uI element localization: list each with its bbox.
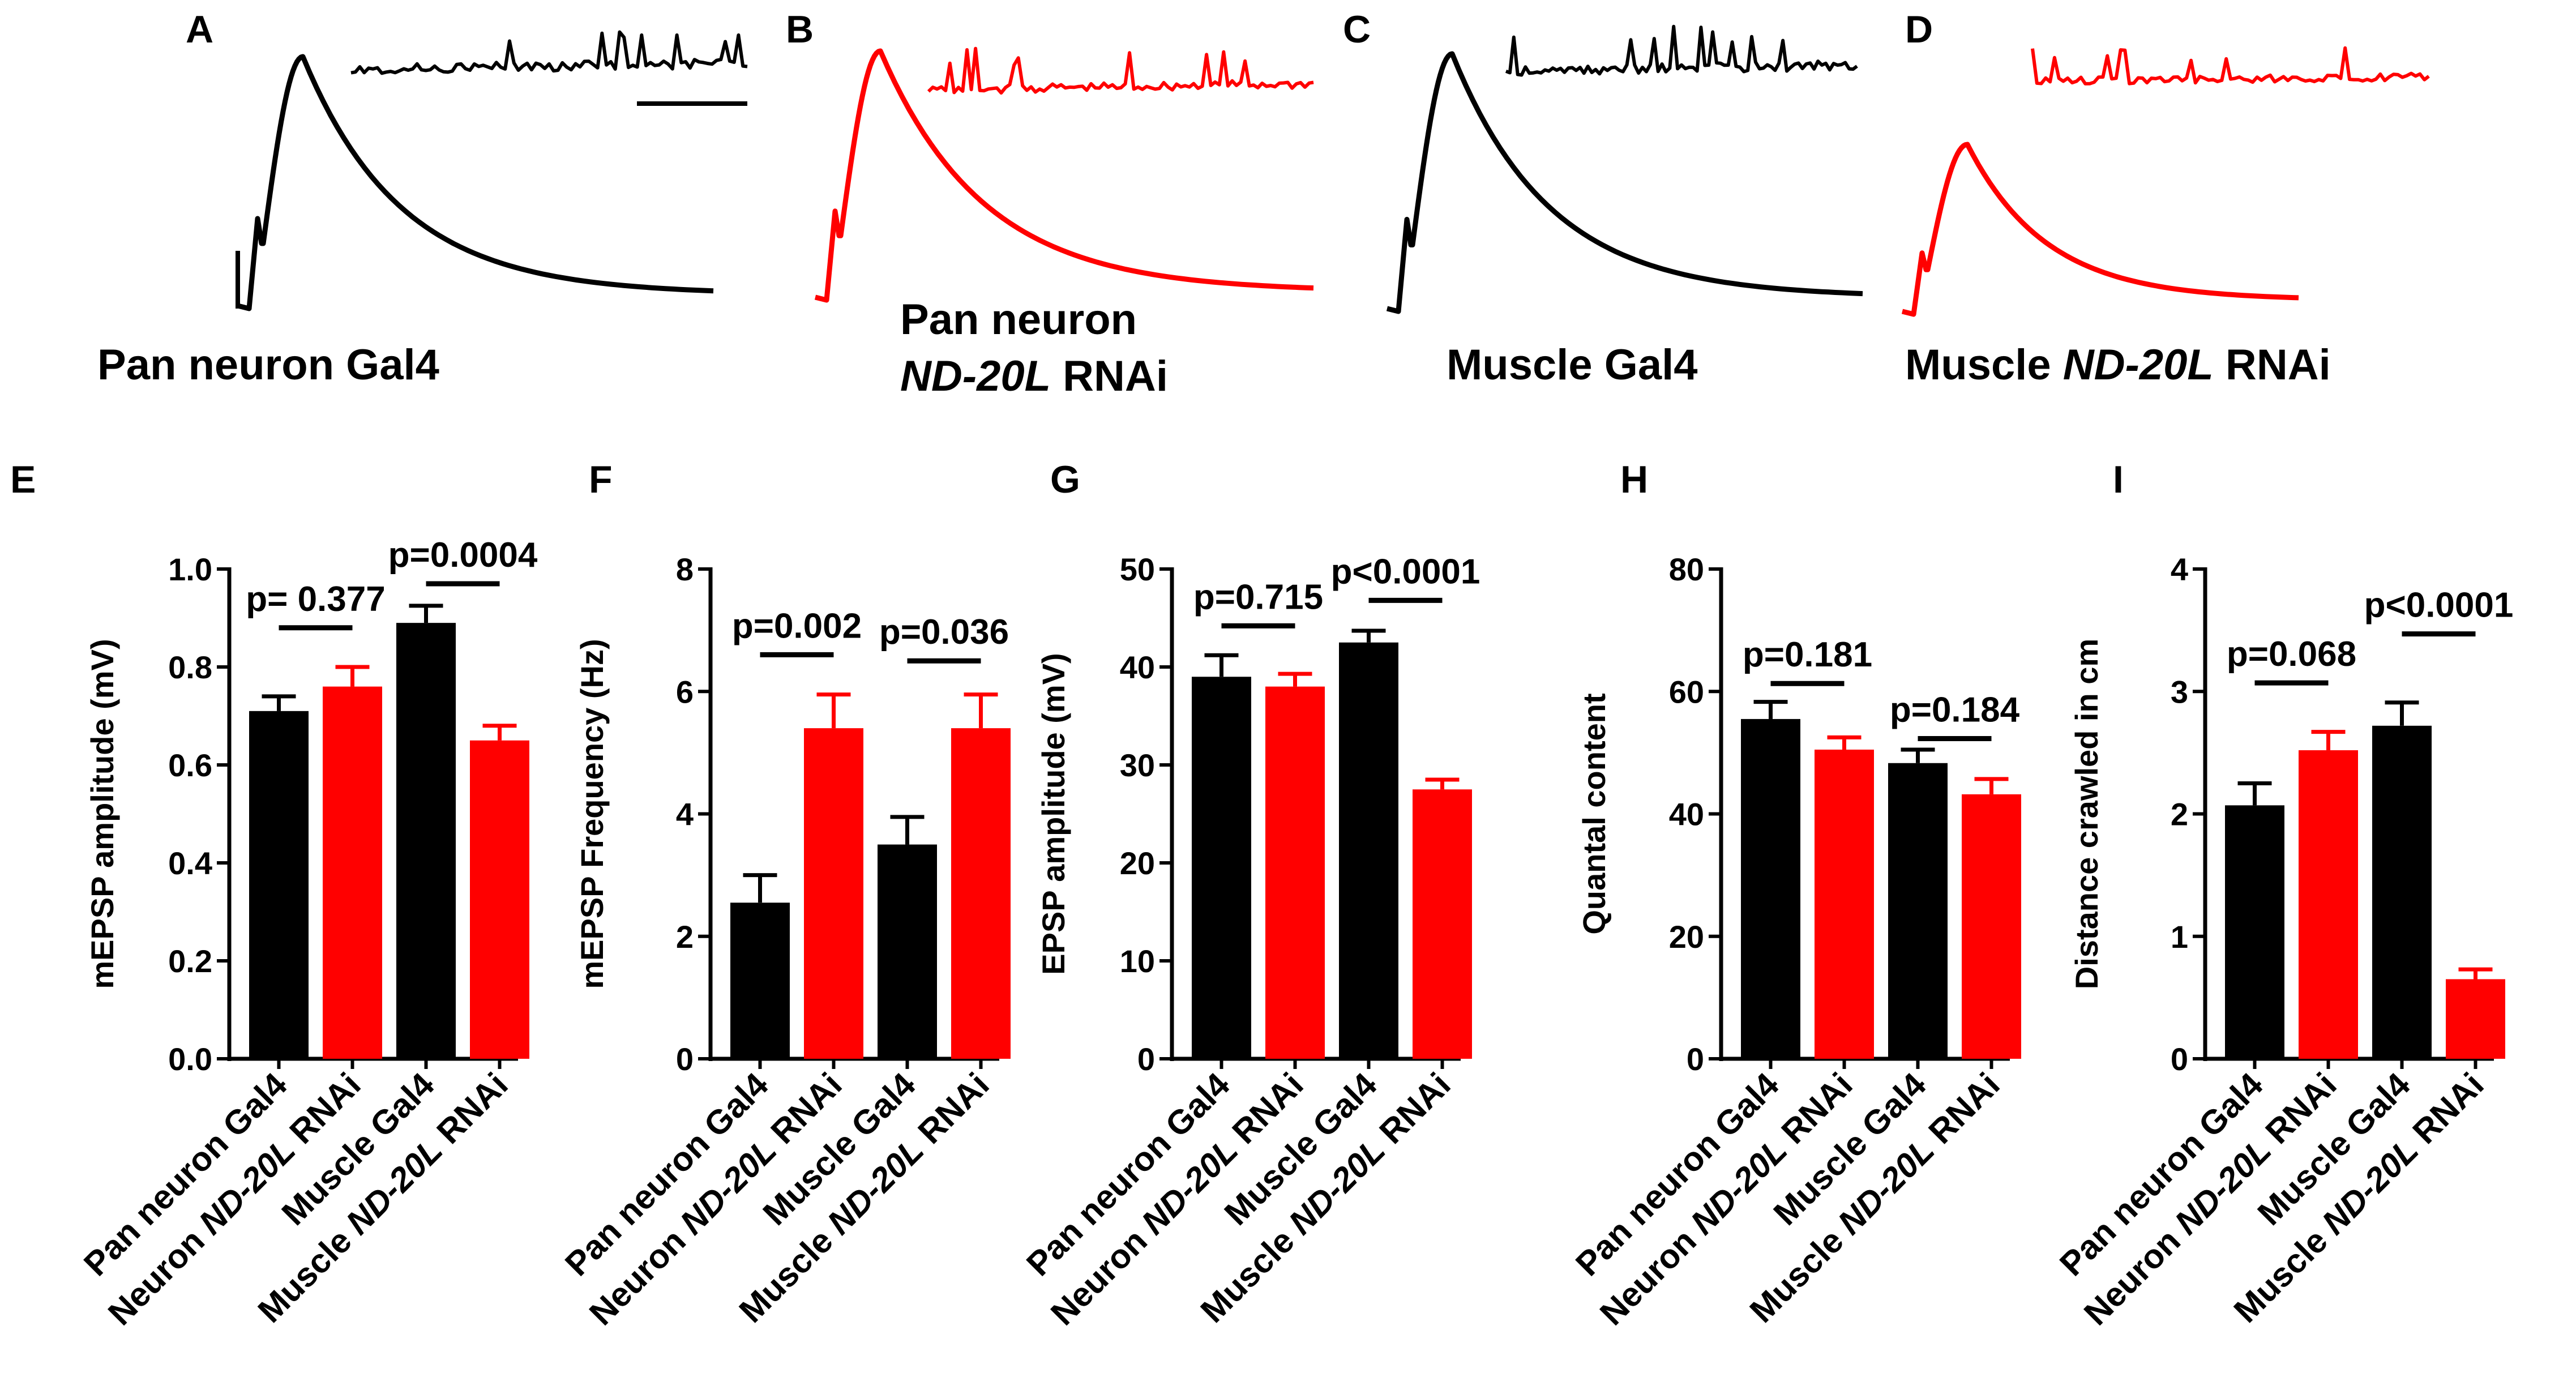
y-tick-label: 0 — [1137, 1041, 1155, 1077]
y-tick-label: 0.6 — [168, 747, 212, 783]
bar — [951, 728, 1011, 1059]
p-value-label: p= 0.377 — [246, 580, 385, 619]
y-axis-label: Quantal content — [1576, 693, 1612, 934]
p-value-label: p<0.0001 — [2364, 586, 2514, 625]
y-tick-label: 50 — [1120, 551, 1155, 587]
bar — [470, 740, 529, 1059]
mepsp-inset-trace — [350, 30, 748, 75]
p-value-label: p<0.0001 — [1331, 552, 1480, 591]
epsp-trace — [1901, 142, 2299, 317]
bar — [1265, 686, 1325, 1059]
trace-panel-b: B Pan neuron ND-20L RNAi — [786, 8, 1314, 400]
p-value-label: p=0.184 — [1890, 691, 2020, 730]
panel-letter: E — [10, 458, 36, 501]
y-tick-label: 40 — [1120, 649, 1155, 685]
condition-label: Muscle Gal4 — [1447, 341, 1698, 389]
y-tick-label: 20 — [1669, 919, 1704, 955]
condition-label: Pan neuron Gal4 — [97, 341, 439, 389]
y-tick-label: 10 — [1120, 943, 1155, 979]
epsp-trace — [814, 48, 1314, 303]
bar — [878, 844, 937, 1059]
bar — [1413, 789, 1472, 1059]
bar — [804, 728, 863, 1059]
condition-label: Muscle ND-20L RNAi — [1905, 341, 2331, 389]
mepsp-inset-trace — [927, 46, 1314, 95]
epsp-trace — [237, 54, 714, 311]
condition-label: ND-20L RNAi — [900, 352, 1168, 400]
y-tick-label: 0 — [676, 1041, 694, 1077]
y-tick-label: 3 — [2171, 674, 2188, 709]
y-tick-label: 0.0 — [168, 1041, 212, 1077]
mepsp-inset-trace — [1505, 24, 1858, 77]
y-tick-label: 0 — [2171, 1041, 2188, 1077]
bar — [1192, 677, 1251, 1059]
trace-panel-c: C Muscle Gal4 — [1343, 8, 1863, 389]
p-value-label: p=0.068 — [2227, 635, 2356, 674]
y-tick-label: 6 — [676, 674, 694, 709]
p-value-label: p=0.181 — [1743, 635, 1872, 674]
y-tick-label: 4 — [676, 797, 694, 832]
bar — [1962, 794, 2021, 1059]
panel-letter: F — [589, 458, 613, 501]
panel-letter: G — [1050, 458, 1080, 501]
p-value-label: p=0.036 — [879, 613, 1009, 652]
bar — [1339, 642, 1398, 1059]
y-tick-label: 4 — [2171, 551, 2188, 587]
epsp-trace — [1386, 51, 1863, 314]
p-value-label: p=0.0004 — [388, 536, 538, 575]
y-tick-label: 20 — [1120, 845, 1155, 881]
trace-panel-d: D Muscle ND-20L RNAi — [1901, 8, 2430, 389]
bar — [1888, 763, 1948, 1059]
y-tick-label: 0.2 — [168, 943, 212, 979]
bar — [396, 623, 456, 1059]
y-axis-label: mEPSP Frequency (Hz) — [574, 639, 610, 989]
y-tick-label: 60 — [1669, 674, 1704, 709]
panel-letter: I — [2113, 458, 2124, 501]
bar — [730, 903, 790, 1059]
y-tick-label: 80 — [1669, 551, 1704, 587]
mepsp-inset-trace — [2031, 46, 2430, 85]
y-tick-label: 1.0 — [168, 551, 212, 587]
y-tick-label: 2 — [2171, 797, 2188, 832]
y-axis-label: EPSP amplitude (mV) — [1035, 653, 1071, 974]
bar — [323, 686, 382, 1059]
p-value-label: p=0.715 — [1193, 578, 1323, 617]
panel-letter: A — [186, 8, 213, 51]
y-tick-label: 8 — [676, 551, 694, 587]
p-value-label: p=0.002 — [732, 606, 862, 645]
y-tick-label: 40 — [1669, 797, 1704, 832]
y-tick-label: 2 — [676, 919, 694, 955]
bar — [2446, 979, 2505, 1059]
y-tick-label: 0.8 — [168, 649, 212, 685]
y-tick-label: 30 — [1120, 747, 1155, 783]
panel-letter: B — [786, 8, 814, 51]
bar — [2299, 750, 2358, 1059]
y-tick-label: 0.4 — [168, 845, 212, 881]
bar — [1815, 749, 1874, 1059]
trace-panel-a: A Pan neuron Gal4 — [97, 8, 748, 389]
panel-letter: H — [1620, 458, 1648, 501]
panel-letter: C — [1343, 8, 1371, 51]
y-tick-label: 1 — [2171, 919, 2188, 955]
condition-label: Pan neuron — [900, 296, 1137, 344]
y-axis-label: mEPSP amplitude (mV) — [84, 639, 120, 989]
bar — [2372, 725, 2432, 1059]
bar — [1741, 718, 1800, 1059]
y-axis-label: Distance crawled in cm — [2069, 639, 2104, 989]
panel-letter: D — [1905, 8, 1933, 51]
bar — [2225, 805, 2284, 1059]
y-tick-label: 0 — [1687, 1041, 1704, 1077]
bar — [249, 711, 309, 1059]
